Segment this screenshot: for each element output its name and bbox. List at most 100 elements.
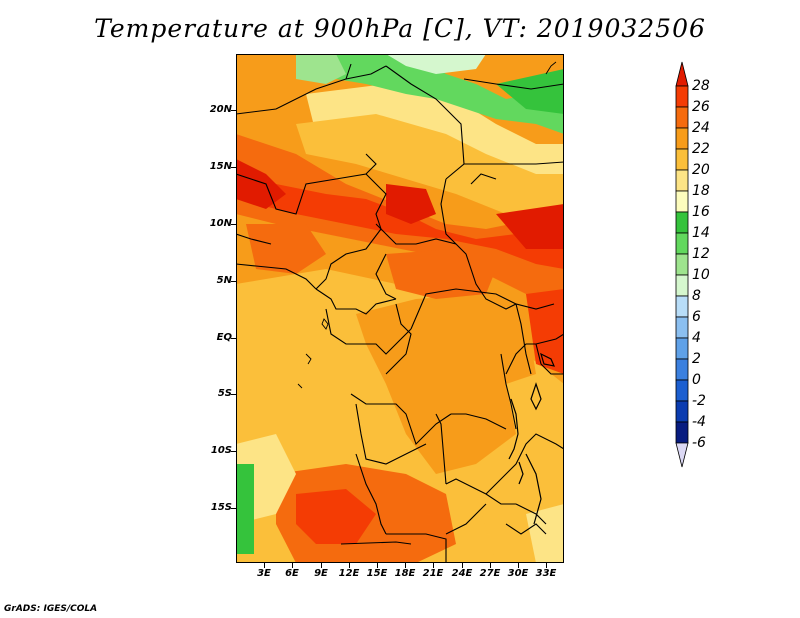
colorbar-label: -4: [692, 414, 706, 430]
y-label-eq: EQ: [216, 332, 232, 343]
y-label-10s: 10S: [210, 445, 232, 456]
colorbar-label: 2: [692, 351, 701, 367]
x-label-30e: 30E: [507, 568, 529, 579]
x-label-27e: 27E: [479, 568, 501, 579]
field-south-26: [296, 489, 376, 544]
colorbar-segment: [675, 85, 689, 108]
x-label-6e: 6E: [285, 568, 299, 579]
colorbar-segment: [675, 232, 689, 255]
y-tick: [231, 110, 236, 111]
border-33: [505, 523, 547, 535]
colorbar-label: 22: [692, 141, 710, 157]
temperature-map: [236, 54, 564, 563]
colorbar-label: 26: [692, 99, 710, 115]
colorbar-segment: [675, 316, 689, 339]
y-tick: [231, 451, 236, 452]
colorbar-segment: [675, 106, 689, 129]
colorbar: [670, 60, 770, 560]
y-label-15n: 15N: [209, 161, 232, 172]
field-hot-core-west: [236, 159, 286, 209]
border-21: [485, 433, 564, 495]
x-tick: [292, 563, 293, 568]
border-9: [375, 253, 397, 300]
colorbar-segment: [675, 379, 689, 402]
coastline-4: [545, 61, 557, 75]
lake-3: [525, 453, 542, 525]
lake-2: [530, 382, 542, 411]
border-12: [410, 288, 517, 330]
border-30: [470, 173, 497, 185]
x-label-3e: 3E: [257, 568, 271, 579]
colorbar-label: 4: [692, 330, 701, 346]
colorbar-segment: [675, 400, 689, 423]
colorbar-label: 28: [692, 78, 710, 94]
border-19: [445, 478, 516, 505]
x-tick: [433, 563, 434, 568]
field-green-west-top: [296, 54, 346, 84]
field-hot-core-chad: [386, 184, 436, 224]
map-field-svg: [236, 54, 564, 563]
colorbar-label: 0: [692, 372, 701, 388]
border-23: [451, 413, 507, 430]
x-label-9e: 9E: [314, 568, 328, 579]
x-label-15e: 15E: [366, 568, 388, 579]
colorbar-segment: [675, 295, 689, 318]
colorbar-segment: [675, 211, 689, 234]
border-8: [375, 223, 457, 245]
x-tick: [264, 563, 265, 568]
colorbar-label: -6: [692, 435, 706, 451]
x-label-33e: 33E: [535, 568, 557, 579]
border-32: [445, 503, 487, 535]
x-tick: [546, 563, 547, 568]
border-10: [315, 288, 397, 315]
colorbar-top-triangle: [675, 61, 689, 87]
lake-1: [508, 398, 519, 460]
x-label-12e: 12E: [338, 568, 360, 579]
border-7: [440, 178, 555, 310]
border-11: [325, 308, 412, 355]
y-label-15s: 15S: [210, 502, 232, 513]
border-27: [236, 263, 317, 290]
y-tick: [231, 224, 236, 225]
lake-5: [518, 461, 524, 485]
y-label-20n: 20N: [209, 104, 232, 115]
field-24-west-coast: [246, 224, 326, 274]
y-tick: [231, 394, 236, 395]
y-label-5s: 5S: [217, 388, 232, 399]
y-tick: [231, 508, 236, 509]
colorbar-label: 12: [692, 246, 710, 262]
lakes: [508, 352, 556, 525]
border-15: [350, 393, 452, 446]
colorbar-label: -2: [692, 393, 706, 409]
border-20: [435, 413, 447, 485]
field-18-20-north: [296, 114, 564, 214]
credit-text: GrADS: IGES/COLA: [4, 604, 98, 614]
border-5: [236, 153, 377, 215]
field-hot-core-east: [496, 204, 564, 249]
coastline: [297, 61, 557, 389]
border-16: [355, 403, 427, 465]
colorbar-segment: [675, 127, 689, 150]
colorbar-label: 18: [692, 183, 710, 199]
border-29: [463, 78, 564, 90]
colorbar-segment: [675, 274, 689, 297]
x-tick: [462, 563, 463, 568]
x-tick: [405, 563, 406, 568]
coastline-3: [297, 383, 303, 389]
x-tick: [490, 563, 491, 568]
country-borders: [236, 63, 564, 563]
border-22: [515, 503, 547, 525]
x-label-18e: 18E: [394, 568, 416, 579]
border-14: [385, 303, 412, 375]
y-label-10n: 10N: [209, 218, 232, 229]
border-4: [464, 161, 564, 165]
y-tick: [231, 281, 236, 282]
colorbar-segment: [675, 421, 689, 444]
field-southwest-green: [236, 464, 254, 554]
field-green-northeast: [496, 69, 564, 114]
border-6: [315, 173, 387, 290]
border-1: [236, 63, 352, 115]
x-tick: [518, 563, 519, 568]
colorbar-segment: [675, 190, 689, 213]
border-24: [505, 333, 564, 375]
